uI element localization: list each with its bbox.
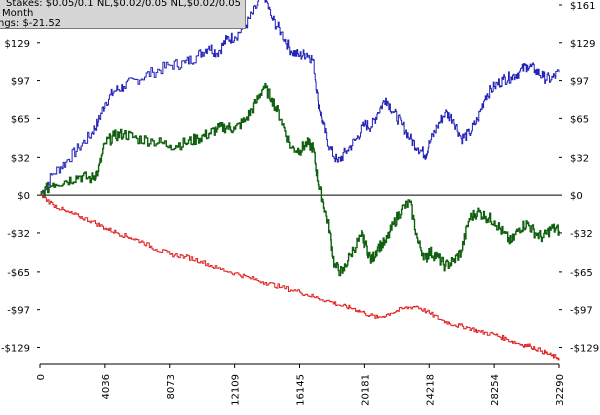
x-tick-label: 4036 (101, 374, 112, 399)
y-tick-label-left: $129 (5, 39, 30, 50)
right-y-axis: -$129 -$97 -$65 -$32 $0 $32 $65 $97 $129 $161 (559, 1, 599, 354)
y-tick-label-left: -$32 (7, 229, 30, 240)
x-tick-label: 24218 (425, 374, 436, 406)
x-axis: 0 4036 8073 12109 16145 20181 24218 28254 32290 (36, 364, 566, 406)
y-tick-label-left: $32 (11, 153, 30, 164)
series-group (40, 0, 560, 361)
x-tick-label: 28254 (490, 374, 501, 406)
x-tick-label: 0 (36, 374, 47, 380)
period-label: Month (2, 8, 34, 19)
y-tick-label-right: $32 (570, 153, 589, 164)
y-tick-label-right: -$32 (570, 229, 593, 240)
y-tick-label-right: $97 (570, 77, 589, 88)
series-line-2 (40, 194, 560, 361)
y-tick-label-right: -$97 (570, 306, 593, 317)
y-tick-label-right: -$129 (570, 343, 599, 354)
left-y-axis: -$129 -$97 -$65 -$32 $0 $32 $65 $97 $129 (1, 39, 40, 354)
x-tick-label: 16145 (296, 374, 307, 406)
x-tick-label: 32290 (555, 374, 566, 406)
y-tick-label-left: $65 (11, 114, 30, 125)
y-tick-label-left: -$97 (7, 306, 30, 317)
x-tick-label: 12109 (231, 374, 242, 406)
series-line-0 (40, 0, 560, 196)
y-tick-label-left: -$65 (7, 268, 30, 279)
y-tick-label-right: -$65 (570, 268, 593, 279)
y-tick-label-right: $65 (570, 114, 589, 125)
stakes-label: Stakes: $0.05/0.1 NL,$0.02/0.05 NL,$0.02… (6, 0, 245, 9)
x-tick-label: 20181 (360, 374, 371, 406)
y-tick-label-left: -$129 (1, 343, 30, 354)
winnings-label: ngs: $-21.52 (0, 18, 62, 29)
y-tick-label-right: $161 (570, 1, 595, 12)
y-tick-label-left: $97 (11, 77, 30, 88)
y-tick-label-left: $0 (17, 191, 30, 202)
y-tick-label-right: $129 (570, 39, 595, 50)
session-info-box: Stakes: $0.05/0.1 NL,$0.02/0.05 NL,$0.02… (0, 0, 246, 29)
series-line-1 (40, 82, 560, 277)
y-tick-label-right: $0 (570, 191, 583, 202)
x-tick-label: 8073 (166, 374, 177, 399)
